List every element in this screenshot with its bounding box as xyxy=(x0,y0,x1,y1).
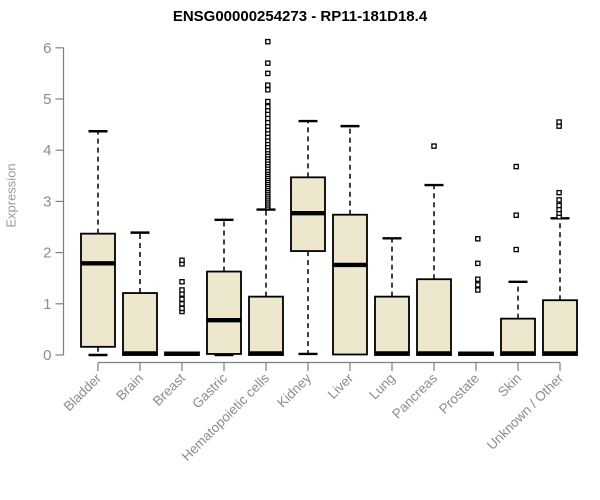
x-tick-label: Pancreas xyxy=(389,370,440,421)
x-tick-label: Prostate xyxy=(436,371,482,417)
outlier-point xyxy=(265,60,271,66)
y-tick-label: 2 xyxy=(43,245,51,262)
box-group-prostate xyxy=(458,236,494,356)
x-tick-label: Gastric xyxy=(189,370,230,411)
x-tick-label: Liver xyxy=(325,370,357,402)
outlier-point xyxy=(179,287,185,293)
y-tick-label: 0 xyxy=(43,347,51,364)
outlier-point xyxy=(179,257,185,264)
outlier-point xyxy=(475,236,481,242)
box-rect xyxy=(374,295,410,356)
outlier-point xyxy=(475,287,481,293)
outlier-point xyxy=(556,119,562,125)
box-group-lung xyxy=(374,237,410,356)
x-tick-label: Breast xyxy=(150,370,188,408)
x-tick-label: Kidney xyxy=(274,370,314,410)
box-group-unknown-other xyxy=(542,119,578,356)
outlier-point xyxy=(265,103,271,110)
y-axis: 0 1 2 3 4 5 6 xyxy=(43,40,65,364)
box-group-hematopoietic-cells xyxy=(248,38,284,356)
box-rect xyxy=(248,295,284,356)
x-tick-label: Unknown / Other xyxy=(484,370,567,453)
box-rect xyxy=(500,317,536,356)
box-rect xyxy=(542,299,578,356)
box-group-gastric xyxy=(206,218,242,357)
box-group-breast xyxy=(164,257,200,356)
outlier-point xyxy=(265,38,271,45)
x-tick-label: Brain xyxy=(113,371,146,404)
chart-title: ENSG00000254273 - RP11-181D18.4 xyxy=(172,8,428,25)
y-tick-label: 5 xyxy=(43,91,51,108)
box-group-brain xyxy=(122,231,158,356)
outlier-point xyxy=(265,87,271,93)
box-rect xyxy=(122,292,158,356)
box-rect xyxy=(206,270,242,355)
outlier-point xyxy=(431,143,437,149)
box-group-liver xyxy=(332,124,368,356)
outlier-point xyxy=(179,279,185,285)
outlier-point xyxy=(265,98,271,105)
outlier-point xyxy=(475,260,481,267)
box-rect xyxy=(416,278,452,356)
outlier-point xyxy=(556,197,562,203)
outlier-point xyxy=(475,276,481,282)
outlier-point xyxy=(513,163,519,170)
x-tick-label: Lung xyxy=(366,371,398,403)
outlier-point xyxy=(513,246,519,253)
outlier-point xyxy=(556,202,562,209)
outlier-point xyxy=(179,305,185,312)
outlier-point xyxy=(265,70,271,77)
box-rect xyxy=(332,213,368,356)
x-tick-label: Bladder xyxy=(61,370,105,414)
outlier-point xyxy=(179,296,185,302)
box-rect xyxy=(80,232,116,348)
x-tick-label: Skin xyxy=(495,371,524,400)
outlier-point xyxy=(513,212,519,218)
box-group-skin xyxy=(500,163,536,356)
y-tick-label: 1 xyxy=(43,296,51,313)
y-tick-label: 3 xyxy=(43,193,51,210)
box-group-pancreas xyxy=(416,143,452,356)
box-group-bladder xyxy=(80,130,116,357)
outlier-point xyxy=(179,301,185,307)
outlier-point xyxy=(475,282,481,288)
y-tick-label: 4 xyxy=(43,142,51,159)
box-group-kidney xyxy=(290,119,326,356)
outlier-point xyxy=(265,82,271,88)
y-tick-label: 6 xyxy=(43,40,51,57)
outlier-point xyxy=(556,189,562,196)
